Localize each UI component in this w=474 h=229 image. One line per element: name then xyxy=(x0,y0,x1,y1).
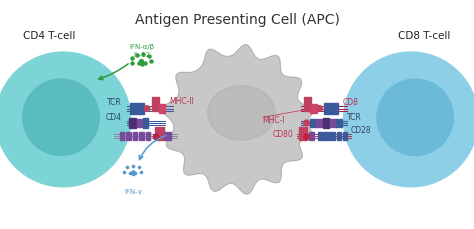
Text: CD80: CD80 xyxy=(273,130,293,139)
Bar xyxy=(137,119,143,128)
Bar xyxy=(159,104,165,114)
Bar xyxy=(324,132,328,140)
Bar xyxy=(324,104,331,115)
Bar xyxy=(130,104,137,115)
Text: Antigen Presenting Cell (APC): Antigen Presenting Cell (APC) xyxy=(135,13,339,27)
Circle shape xyxy=(377,80,454,156)
Bar xyxy=(146,132,150,140)
Bar xyxy=(331,104,338,115)
Bar xyxy=(137,104,144,115)
Text: CD4: CD4 xyxy=(106,112,122,121)
Text: MHC-II: MHC-II xyxy=(170,97,194,106)
Circle shape xyxy=(317,106,322,112)
Bar xyxy=(343,132,347,140)
Bar xyxy=(304,98,311,112)
Circle shape xyxy=(304,134,310,140)
Bar xyxy=(164,132,171,141)
Text: MHC-I: MHC-I xyxy=(262,115,285,124)
Bar xyxy=(336,119,342,128)
Text: CD8 T-cell: CD8 T-cell xyxy=(399,31,451,41)
Bar xyxy=(323,119,329,128)
Text: IFN-α/β
IL-12: IFN-α/β IL-12 xyxy=(130,44,155,58)
Bar xyxy=(133,132,137,140)
Circle shape xyxy=(304,120,310,126)
Polygon shape xyxy=(163,46,312,194)
Bar xyxy=(299,128,308,141)
Bar xyxy=(329,119,336,128)
Bar xyxy=(318,132,323,140)
Circle shape xyxy=(0,53,130,187)
Text: CD8: CD8 xyxy=(342,97,358,106)
Circle shape xyxy=(153,134,159,140)
Ellipse shape xyxy=(208,86,275,140)
Circle shape xyxy=(23,80,99,156)
Text: TCR: TCR xyxy=(346,113,361,122)
Bar xyxy=(152,98,159,112)
Bar xyxy=(129,119,136,128)
Bar xyxy=(143,118,148,128)
Bar xyxy=(310,104,317,114)
Bar xyxy=(310,119,316,128)
Text: TCR: TCR xyxy=(107,97,122,106)
Text: IFN-γ: IFN-γ xyxy=(125,188,143,194)
Circle shape xyxy=(144,106,150,112)
Text: CD28: CD28 xyxy=(351,126,372,135)
Bar xyxy=(155,128,164,141)
Bar xyxy=(330,132,335,140)
Circle shape xyxy=(344,53,474,187)
Ellipse shape xyxy=(210,89,273,138)
Bar xyxy=(126,132,130,140)
Bar xyxy=(337,132,341,140)
Bar xyxy=(119,132,124,140)
Bar xyxy=(309,132,314,141)
Bar xyxy=(139,132,144,140)
Text: CD4 T-cell: CD4 T-cell xyxy=(23,31,75,41)
Bar xyxy=(316,119,322,128)
